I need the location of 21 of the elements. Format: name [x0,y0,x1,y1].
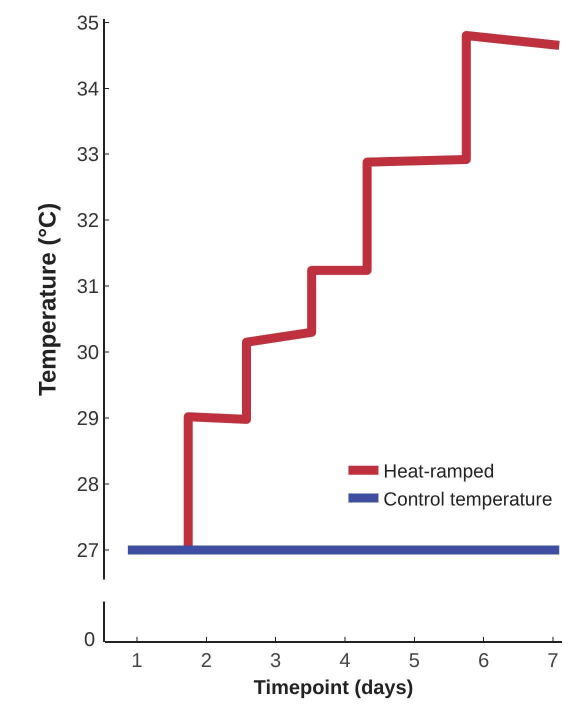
y-tick-label: 28 [76,474,99,496]
x-tick-label: 4 [339,650,351,672]
y-tick-label: 32 [76,210,99,232]
x-tick-label: 7 [547,650,559,672]
x-axis-title: Timepoint (days) [254,677,414,699]
y-tick-label: 33 [76,144,99,166]
y-tick-label: 27 [76,540,99,562]
x-tick-label: 6 [478,650,490,672]
y-tick-label: 29 [76,408,99,430]
legend-label: Heat-ramped [383,462,494,483]
y-tick-label: 31 [76,276,99,298]
y-axis-title: Temperature (°C) [34,202,62,396]
y-tick-label: 34 [76,78,99,100]
x-tick-label: 2 [200,650,212,672]
y-tick-label: 35 [76,12,99,34]
text: 0 [84,629,96,651]
y-tick-label: 30 [76,342,99,364]
legend-label: Control temperature [383,489,552,510]
x-tick-label: 1 [131,650,142,672]
x-tick-label: 3 [270,650,282,672]
x-tick-label: 5 [408,650,420,672]
